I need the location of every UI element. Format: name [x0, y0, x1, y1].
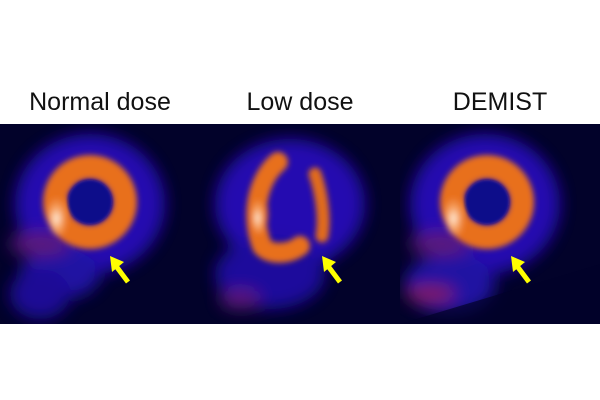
arrow-icon	[322, 256, 342, 284]
demist-scan-image	[400, 124, 600, 324]
arrow-icon	[110, 256, 130, 284]
panel-label-normal-dose: Normal dose	[29, 88, 171, 116]
panel-label-low-dose: Low dose	[246, 88, 354, 116]
panel-label-demist: DEMIST	[452, 88, 548, 116]
normal-dose-scan-image	[0, 124, 200, 324]
arrow-icon	[511, 256, 531, 284]
low-dose-scan-image	[200, 124, 400, 324]
